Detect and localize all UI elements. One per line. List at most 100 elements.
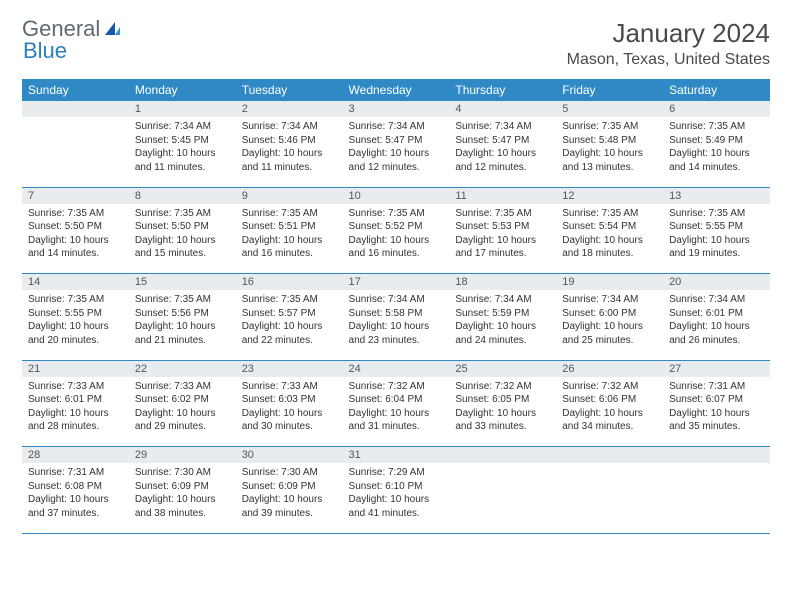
sunrise-text: Sunrise: 7:35 AM (28, 293, 123, 307)
daylight-line1: Daylight: 10 hours (349, 234, 444, 248)
daylight-line2: and 11 minutes. (242, 161, 337, 175)
day-number-row: 28293031 (22, 447, 770, 464)
day-number (449, 447, 556, 464)
day-number: 9 (236, 187, 343, 204)
daylight-line2: and 33 minutes. (455, 420, 550, 434)
sunrise-text: Sunrise: 7:35 AM (242, 207, 337, 221)
sunrise-text: Sunrise: 7:35 AM (562, 120, 657, 134)
sunset-text: Sunset: 5:59 PM (455, 307, 550, 321)
day-cell: Sunrise: 7:35 AMSunset: 5:50 PMDaylight:… (129, 204, 236, 274)
day-cell: Sunrise: 7:35 AMSunset: 5:49 PMDaylight:… (663, 117, 770, 187)
day-cell (663, 463, 770, 533)
logo-sail-icon (104, 18, 122, 40)
sunrise-text: Sunrise: 7:35 AM (242, 293, 337, 307)
day-number: 8 (129, 187, 236, 204)
day-number: 20 (663, 274, 770, 291)
daylight-line1: Daylight: 10 hours (135, 493, 230, 507)
daylight-line1: Daylight: 10 hours (669, 234, 764, 248)
daylight-line2: and 14 minutes. (669, 161, 764, 175)
weekday-heading: Saturday (663, 79, 770, 101)
daylight-line2: and 16 minutes. (242, 247, 337, 261)
sunset-text: Sunset: 6:09 PM (135, 480, 230, 494)
sunrise-text: Sunrise: 7:35 AM (455, 207, 550, 221)
calendar-body: 123456Sunrise: 7:34 AMSunset: 5:45 PMDay… (22, 101, 770, 533)
daylight-line1: Daylight: 10 hours (135, 147, 230, 161)
day-number: 15 (129, 274, 236, 291)
day-number (22, 101, 129, 117)
daylight-line2: and 24 minutes. (455, 334, 550, 348)
day-number (556, 447, 663, 464)
weekday-heading: Sunday (22, 79, 129, 101)
sunrise-text: Sunrise: 7:35 AM (28, 207, 123, 221)
sunset-text: Sunset: 6:00 PM (562, 307, 657, 321)
sunset-text: Sunset: 6:01 PM (28, 393, 123, 407)
day-cell: Sunrise: 7:34 AMSunset: 5:58 PMDaylight:… (343, 290, 450, 360)
day-cell: Sunrise: 7:35 AMSunset: 5:48 PMDaylight:… (556, 117, 663, 187)
daylight-line2: and 12 minutes. (349, 161, 444, 175)
daylight-line2: and 12 minutes. (455, 161, 550, 175)
daylight-line2: and 14 minutes. (28, 247, 123, 261)
daylight-line1: Daylight: 10 hours (562, 234, 657, 248)
daylight-line1: Daylight: 10 hours (242, 493, 337, 507)
day-cell: Sunrise: 7:34 AMSunset: 6:01 PMDaylight:… (663, 290, 770, 360)
daylight-line1: Daylight: 10 hours (562, 147, 657, 161)
day-cell: Sunrise: 7:35 AMSunset: 5:56 PMDaylight:… (129, 290, 236, 360)
calendar-header-row: Sunday Monday Tuesday Wednesday Thursday… (22, 79, 770, 101)
daylight-line2: and 30 minutes. (242, 420, 337, 434)
daylight-line1: Daylight: 10 hours (349, 320, 444, 334)
daylight-line1: Daylight: 10 hours (562, 320, 657, 334)
sunset-text: Sunset: 6:07 PM (669, 393, 764, 407)
day-number: 4 (449, 101, 556, 117)
day-number: 27 (663, 360, 770, 377)
daylight-line2: and 39 minutes. (242, 507, 337, 521)
sunrise-text: Sunrise: 7:34 AM (242, 120, 337, 134)
sunrise-text: Sunrise: 7:34 AM (455, 120, 550, 134)
daylight-line1: Daylight: 10 hours (455, 234, 550, 248)
day-number: 28 (22, 447, 129, 464)
day-number-row: 78910111213 (22, 187, 770, 204)
month-year: January 2024 (567, 18, 770, 49)
day-cell: Sunrise: 7:34 AMSunset: 6:00 PMDaylight:… (556, 290, 663, 360)
daylight-line2: and 15 minutes. (135, 247, 230, 261)
sunset-text: Sunset: 6:05 PM (455, 393, 550, 407)
day-number: 23 (236, 360, 343, 377)
logo-word-general: General (22, 18, 100, 40)
daylight-line1: Daylight: 10 hours (242, 407, 337, 421)
day-number-row: 21222324252627 (22, 360, 770, 377)
day-number: 29 (129, 447, 236, 464)
sunset-text: Sunset: 5:55 PM (28, 307, 123, 321)
day-number: 17 (343, 274, 450, 291)
sunset-text: Sunset: 6:03 PM (242, 393, 337, 407)
sunrise-text: Sunrise: 7:34 AM (349, 293, 444, 307)
day-number: 10 (343, 187, 450, 204)
sunset-text: Sunset: 5:48 PM (562, 134, 657, 148)
daylight-line2: and 16 minutes. (349, 247, 444, 261)
sunrise-text: Sunrise: 7:30 AM (135, 466, 230, 480)
day-cell: Sunrise: 7:32 AMSunset: 6:05 PMDaylight:… (449, 377, 556, 447)
day-cell: Sunrise: 7:35 AMSunset: 5:55 PMDaylight:… (22, 290, 129, 360)
daylight-line1: Daylight: 10 hours (28, 493, 123, 507)
weekday-heading: Friday (556, 79, 663, 101)
day-cell: Sunrise: 7:34 AMSunset: 5:45 PMDaylight:… (129, 117, 236, 187)
daylight-line2: and 28 minutes. (28, 420, 123, 434)
sunrise-text: Sunrise: 7:31 AM (669, 380, 764, 394)
sunrise-text: Sunrise: 7:34 AM (349, 120, 444, 134)
day-number: 5 (556, 101, 663, 117)
day-cell: Sunrise: 7:31 AMSunset: 6:07 PMDaylight:… (663, 377, 770, 447)
sunrise-text: Sunrise: 7:34 AM (455, 293, 550, 307)
daylight-line2: and 18 minutes. (562, 247, 657, 261)
sunrise-text: Sunrise: 7:30 AM (242, 466, 337, 480)
day-number: 11 (449, 187, 556, 204)
day-cell: Sunrise: 7:33 AMSunset: 6:02 PMDaylight:… (129, 377, 236, 447)
daylight-line2: and 22 minutes. (242, 334, 337, 348)
daylight-line2: and 21 minutes. (135, 334, 230, 348)
sunrise-text: Sunrise: 7:35 AM (349, 207, 444, 221)
header: GeneralBlue January 2024 Mason, Texas, U… (22, 18, 770, 69)
sunrise-text: Sunrise: 7:33 AM (242, 380, 337, 394)
sunrise-text: Sunrise: 7:34 AM (135, 120, 230, 134)
sunset-text: Sunset: 5:45 PM (135, 134, 230, 148)
sunset-text: Sunset: 6:08 PM (28, 480, 123, 494)
day-number: 16 (236, 274, 343, 291)
sunrise-text: Sunrise: 7:35 AM (669, 207, 764, 221)
sunrise-text: Sunrise: 7:35 AM (135, 293, 230, 307)
